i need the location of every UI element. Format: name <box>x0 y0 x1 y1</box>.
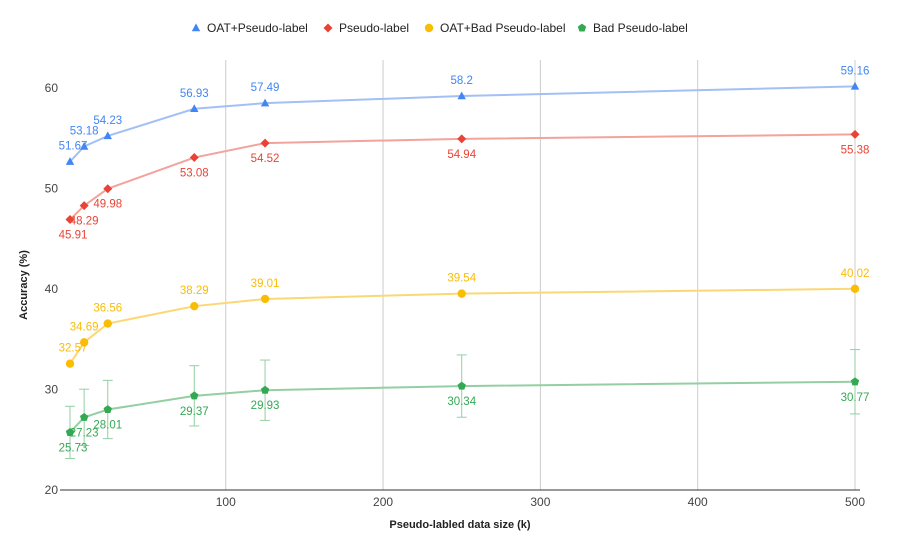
y-tick-label: 50 <box>45 182 59 196</box>
data-point <box>457 289 466 298</box>
y-tick-label: 60 <box>45 81 59 95</box>
data-label: 28.01 <box>93 419 122 431</box>
legend-item: Bad Pseudo-label <box>577 21 688 35</box>
data-label: 30.77 <box>841 392 870 404</box>
data-label: 27.23 <box>70 427 99 439</box>
data-point <box>79 141 89 150</box>
y-tick-label: 40 <box>45 282 59 296</box>
data-point <box>79 412 89 421</box>
x-axis-title: Pseudo-labled data size (k) <box>389 519 531 531</box>
data-label: 54.23 <box>93 115 122 127</box>
data-label: 36.56 <box>93 303 122 315</box>
data-label: 29.93 <box>251 400 280 412</box>
legend-marker <box>424 23 434 33</box>
data-point <box>850 81 860 90</box>
y-tick-label: 30 <box>45 383 59 397</box>
data-label: 48.29 <box>70 216 99 228</box>
legend-item: OAT+Bad Pseudo-label <box>424 21 566 35</box>
legend-label: Bad Pseudo-label <box>593 21 688 35</box>
data-label: 53.18 <box>70 125 99 137</box>
data-label: 59.16 <box>841 65 870 77</box>
data-point <box>457 381 466 390</box>
data-point <box>103 184 113 194</box>
data-label: 54.94 <box>447 149 476 161</box>
data-point <box>65 359 75 368</box>
legend-marker <box>191 23 201 32</box>
y-axis-title: Accuracy (%) <box>18 250 30 320</box>
legend: OAT+Pseudo-label Pseudo-label OAT+Bad Pseu… <box>191 21 688 35</box>
x-tick-label: 100 <box>216 495 236 509</box>
data-point <box>79 338 89 347</box>
data-point <box>850 377 860 386</box>
data-label: 40.02 <box>841 268 870 280</box>
data-point <box>65 157 75 165</box>
data-point <box>103 319 112 328</box>
data-label: 54.52 <box>251 153 280 165</box>
data-point <box>190 391 199 400</box>
data-point <box>65 215 75 225</box>
data-label: 32.57 <box>59 343 88 355</box>
legend-item: OAT+Pseudo-label <box>191 21 308 35</box>
data-label: 30.34 <box>447 396 476 408</box>
data-point <box>457 134 467 144</box>
series-pseudo-label: 45.91 48.29 49.98 53.08 54.52 54.94 55.38 <box>59 129 870 242</box>
data-label: 34.69 <box>70 321 99 333</box>
x-tick-label: 500 <box>845 495 865 509</box>
data-point <box>457 91 466 100</box>
series-oat-bad-pseudo-label: 32.57 34.69 36.56 38.29 39.01 39.54 40.02 <box>59 268 870 368</box>
series-line <box>69 287 856 365</box>
data-label: 49.98 <box>93 199 122 211</box>
data-label: 45.91 <box>59 230 88 242</box>
data-label: 58.2 <box>451 75 473 87</box>
data-label: 56.93 <box>180 88 209 100</box>
data-point <box>260 98 270 107</box>
legend-marker <box>323 23 333 33</box>
data-point <box>260 294 270 304</box>
data-label: 39.54 <box>447 273 476 285</box>
data-point <box>79 201 89 211</box>
legend-label: Pseudo-label <box>339 21 409 35</box>
data-point <box>103 131 112 140</box>
y-tick-labels: 20 30 40 50 60 <box>45 81 59 497</box>
legend-marker <box>577 23 587 32</box>
data-point <box>103 405 112 414</box>
data-point <box>260 385 270 394</box>
grid <box>225 60 856 490</box>
x-tick-label: 200 <box>373 495 393 509</box>
x-tick-label: 400 <box>688 495 708 509</box>
data-label: 39.01 <box>251 278 280 290</box>
y-tick-label: 20 <box>45 483 59 497</box>
data-point <box>190 104 199 113</box>
data-label: 53.08 <box>180 168 209 180</box>
data-point <box>260 138 270 148</box>
legend-label: OAT+Bad Pseudo-label <box>440 21 566 35</box>
x-tick-labels: 100 200 300 400 500 <box>216 495 866 509</box>
data-label: 55.38 <box>841 144 870 156</box>
data-point <box>850 284 860 293</box>
data-label: 38.29 <box>180 285 209 297</box>
data-label: 29.37 <box>180 406 209 418</box>
x-tick-label: 300 <box>530 495 550 509</box>
legend-item: Pseudo-label <box>323 21 409 35</box>
data-label: 57.49 <box>251 82 280 94</box>
data-point <box>190 301 199 311</box>
data-point <box>65 428 75 436</box>
data-label: 25.73 <box>59 442 88 454</box>
data-point <box>189 153 199 163</box>
legend-label: OAT+Pseudo-label <box>207 21 308 35</box>
data-point <box>850 129 860 139</box>
